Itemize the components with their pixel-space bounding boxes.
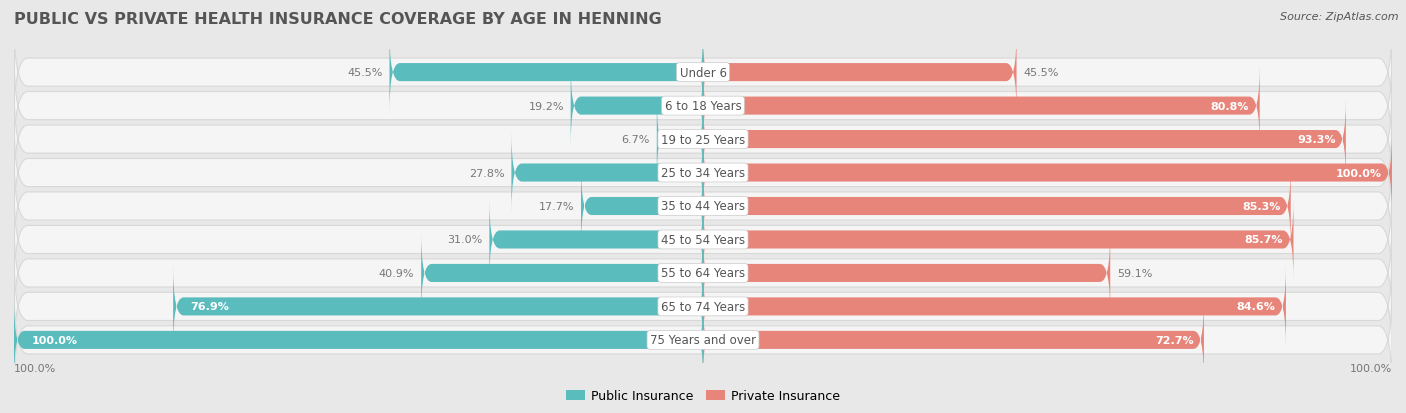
- FancyBboxPatch shape: [14, 287, 1392, 393]
- Text: PUBLIC VS PRIVATE HEALTH INSURANCE COVERAGE BY AGE IN HENNING: PUBLIC VS PRIVATE HEALTH INSURANCE COVER…: [14, 12, 662, 27]
- Text: 85.7%: 85.7%: [1244, 235, 1284, 245]
- Text: 100.0%: 100.0%: [14, 363, 56, 373]
- Text: 35 to 44 Years: 35 to 44 Years: [661, 200, 745, 213]
- FancyBboxPatch shape: [489, 199, 703, 281]
- FancyBboxPatch shape: [14, 254, 1392, 359]
- FancyBboxPatch shape: [14, 299, 703, 381]
- Text: 17.7%: 17.7%: [538, 202, 574, 211]
- FancyBboxPatch shape: [14, 154, 1392, 259]
- FancyBboxPatch shape: [14, 54, 1392, 159]
- FancyBboxPatch shape: [657, 99, 703, 181]
- FancyBboxPatch shape: [14, 187, 1392, 293]
- FancyBboxPatch shape: [571, 65, 703, 147]
- FancyBboxPatch shape: [14, 221, 1392, 326]
- Text: 25 to 34 Years: 25 to 34 Years: [661, 166, 745, 180]
- FancyBboxPatch shape: [703, 299, 1204, 381]
- Text: 76.9%: 76.9%: [190, 301, 229, 312]
- FancyBboxPatch shape: [703, 132, 1392, 214]
- Text: Source: ZipAtlas.com: Source: ZipAtlas.com: [1281, 12, 1399, 22]
- FancyBboxPatch shape: [14, 20, 1392, 126]
- FancyBboxPatch shape: [422, 232, 703, 314]
- FancyBboxPatch shape: [703, 65, 1260, 147]
- FancyBboxPatch shape: [14, 87, 1392, 192]
- Text: 84.6%: 84.6%: [1237, 301, 1275, 312]
- FancyBboxPatch shape: [389, 32, 703, 114]
- Text: 65 to 74 Years: 65 to 74 Years: [661, 300, 745, 313]
- FancyBboxPatch shape: [703, 199, 1294, 281]
- Text: 100.0%: 100.0%: [31, 335, 77, 345]
- FancyBboxPatch shape: [703, 32, 1017, 114]
- Legend: Public Insurance, Private Insurance: Public Insurance, Private Insurance: [561, 385, 845, 408]
- FancyBboxPatch shape: [14, 120, 1392, 226]
- FancyBboxPatch shape: [703, 166, 1291, 247]
- FancyBboxPatch shape: [703, 266, 1286, 348]
- Text: 45.5%: 45.5%: [347, 68, 382, 78]
- FancyBboxPatch shape: [703, 232, 1111, 314]
- Text: 85.3%: 85.3%: [1241, 202, 1281, 211]
- Text: 55 to 64 Years: 55 to 64 Years: [661, 267, 745, 280]
- Text: 19 to 25 Years: 19 to 25 Years: [661, 133, 745, 146]
- Text: 100.0%: 100.0%: [1350, 363, 1392, 373]
- Text: 45.5%: 45.5%: [1024, 68, 1059, 78]
- FancyBboxPatch shape: [581, 166, 703, 247]
- FancyBboxPatch shape: [703, 99, 1346, 181]
- Text: Under 6: Under 6: [679, 66, 727, 79]
- Text: 80.8%: 80.8%: [1211, 101, 1250, 112]
- Text: 45 to 54 Years: 45 to 54 Years: [661, 233, 745, 247]
- FancyBboxPatch shape: [173, 266, 703, 348]
- Text: 27.8%: 27.8%: [470, 168, 505, 178]
- Text: 100.0%: 100.0%: [1336, 168, 1382, 178]
- Text: 72.7%: 72.7%: [1154, 335, 1194, 345]
- Text: 19.2%: 19.2%: [529, 101, 564, 112]
- Text: 59.1%: 59.1%: [1116, 268, 1153, 278]
- Text: 6 to 18 Years: 6 to 18 Years: [665, 100, 741, 113]
- FancyBboxPatch shape: [512, 132, 703, 214]
- Text: 6.7%: 6.7%: [621, 135, 650, 145]
- Text: 75 Years and over: 75 Years and over: [650, 334, 756, 347]
- Text: 31.0%: 31.0%: [447, 235, 482, 245]
- Text: 40.9%: 40.9%: [378, 268, 415, 278]
- Text: 93.3%: 93.3%: [1296, 135, 1336, 145]
